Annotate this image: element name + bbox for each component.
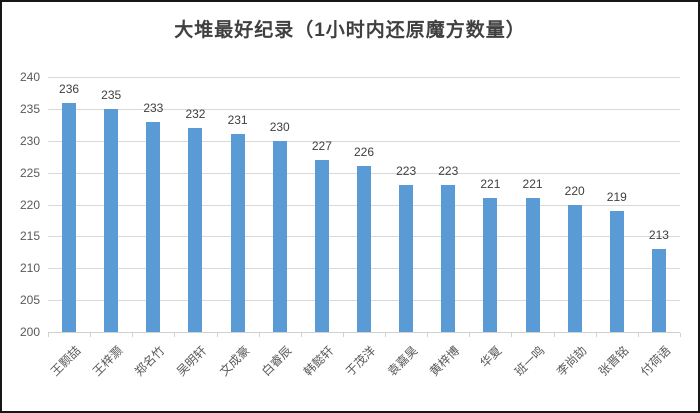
x-axis-tick bbox=[258, 333, 260, 337]
bar-value-label: 219 bbox=[606, 189, 627, 204]
bar bbox=[525, 198, 540, 332]
x-axis-tick bbox=[216, 333, 218, 337]
bar-value-label: 226 bbox=[353, 145, 375, 160]
x-axis-category-label: 郑名竹 bbox=[132, 343, 168, 379]
x-axis-line bbox=[48, 332, 680, 333]
x-axis-tick bbox=[48, 333, 49, 337]
bar-value-label: 233 bbox=[143, 100, 164, 115]
x-axis-tick bbox=[553, 333, 555, 337]
bar-value-label: 230 bbox=[269, 119, 290, 134]
x-axis-category-label: 班一鸣 bbox=[511, 343, 547, 379]
bar bbox=[609, 210, 624, 332]
bar bbox=[567, 204, 582, 332]
y-axis-tick-label: 225 bbox=[19, 165, 40, 180]
x-axis-category-label: 李尚劼 bbox=[553, 343, 589, 379]
x-axis-tick bbox=[595, 333, 597, 337]
bar-value-label: 236 bbox=[59, 81, 80, 96]
gridline bbox=[48, 140, 680, 142]
bar-value-label: 232 bbox=[185, 107, 206, 121]
bar bbox=[104, 108, 119, 332]
x-axis-category-label: 文成豪 bbox=[216, 343, 252, 379]
x-axis-tick bbox=[174, 333, 176, 337]
x-axis-category-label: 付荷语 bbox=[637, 343, 674, 379]
bar bbox=[146, 121, 161, 332]
bar-value-label: 221 bbox=[480, 177, 501, 192]
x-axis-tick bbox=[511, 333, 513, 337]
bar bbox=[272, 140, 287, 332]
bar-value-label: 213 bbox=[648, 228, 669, 243]
y-axis-tick-label: 200 bbox=[19, 325, 40, 339]
y-axis-tick-label: 240 bbox=[19, 70, 40, 84]
y-axis-tick-label: 235 bbox=[19, 101, 40, 116]
chart-title: 大堆最好纪录（1小时内还原魔方数量） bbox=[174, 20, 526, 41]
x-axis-category-label: 华夏 bbox=[477, 343, 505, 371]
x-axis-category-label: 韩懿轩 bbox=[300, 343, 337, 379]
bar bbox=[651, 249, 666, 332]
bar bbox=[357, 166, 371, 332]
x-axis-category-label: 张晋铭 bbox=[595, 343, 632, 379]
bar bbox=[62, 102, 77, 332]
bar-value-label: 231 bbox=[227, 113, 248, 128]
y-axis-tick-label: 220 bbox=[19, 197, 40, 212]
gridline bbox=[48, 77, 680, 78]
bar-value-label: 235 bbox=[101, 87, 122, 102]
y-axis-tick-label: 205 bbox=[19, 293, 40, 308]
x-axis-category-label: 于茂洋 bbox=[342, 343, 379, 379]
bar bbox=[483, 198, 498, 332]
bar bbox=[188, 128, 203, 332]
x-axis-tick bbox=[132, 333, 134, 337]
y-axis-tick-label: 230 bbox=[19, 133, 40, 148]
y-axis-tick-label: 210 bbox=[19, 261, 40, 276]
bar bbox=[399, 185, 414, 332]
x-axis-category-label: 白睿辰 bbox=[258, 343, 295, 379]
x-axis-tick bbox=[469, 333, 471, 337]
bar-value-label: 223 bbox=[438, 164, 459, 179]
x-axis-category-label: 黄梓博 bbox=[427, 343, 463, 379]
bar-value-label: 223 bbox=[396, 164, 417, 179]
x-axis-tick bbox=[637, 333, 639, 337]
x-axis-tick bbox=[680, 333, 681, 337]
bar-value-label: 221 bbox=[522, 177, 543, 192]
bar-value-label: 220 bbox=[564, 183, 585, 198]
x-axis-category-label: 袁嘉昊 bbox=[385, 343, 421, 379]
bar bbox=[441, 185, 456, 332]
y-axis-tick-label: 215 bbox=[19, 229, 40, 244]
gridline bbox=[48, 108, 680, 110]
x-axis-tick bbox=[90, 333, 92, 337]
x-axis-tick bbox=[300, 333, 302, 337]
bar bbox=[314, 159, 329, 332]
bar bbox=[230, 134, 245, 332]
x-axis-tick bbox=[342, 333, 344, 337]
bar-value-label: 227 bbox=[311, 138, 332, 153]
x-axis-category-label: 王颢喆 bbox=[48, 343, 84, 379]
x-axis-tick bbox=[427, 333, 429, 337]
x-axis-category-label: 吴明轩 bbox=[174, 343, 210, 379]
x-axis-category-label: 王梓灏 bbox=[90, 343, 126, 379]
x-axis-tick bbox=[385, 333, 387, 337]
